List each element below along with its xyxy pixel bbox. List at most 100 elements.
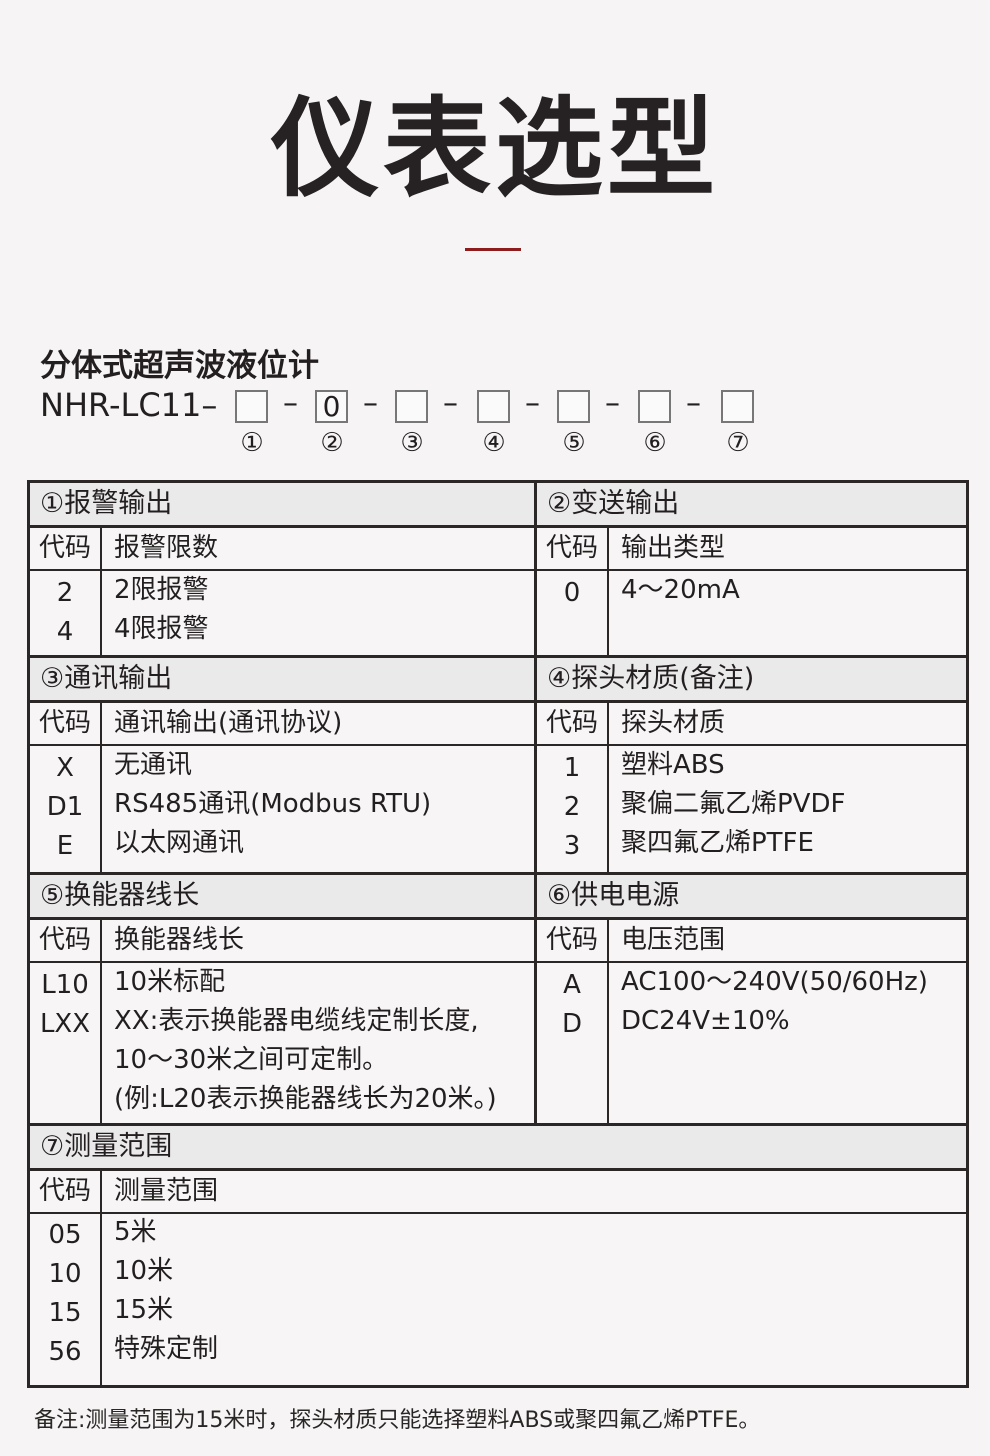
option-code: 10 [48, 1259, 82, 1289]
table-row-2: ③通讯输出 代码 通讯输出(通讯协议) X D1 E 无通讯 RS485通讯(Modbus R… [30, 658, 966, 875]
code-column-header: 代码 [537, 703, 609, 744]
section-body: L10 LXX 10米标配 XX:表示换能器电缆线定制长度, 10～30米之间可定制。 (… [30, 963, 534, 1123]
option-code: 56 [48, 1337, 82, 1367]
model-code-box [557, 390, 590, 423]
section-6: ⑥供电电源 代码 电压范围 A D AC100～240V(50/60Hz) DC24V±10… [537, 875, 966, 1123]
code-column-header: 代码 [537, 920, 609, 961]
table-row-4: ⑦测量范围 代码 测量范围 05 10 15 56 5米 10米 15米 特殊定制 [30, 1126, 966, 1388]
option-description: AC100～240V(50/60Hz) [621, 967, 928, 997]
option-code: D1 [46, 792, 84, 822]
option-code: D [561, 1009, 583, 1039]
model-dash: – [525, 386, 540, 421]
option-code: 0 [563, 578, 581, 608]
option-description: 4限报警 [114, 614, 209, 644]
model-position-number: ② [320, 428, 344, 458]
description-column-header: 测量范围 [114, 1176, 219, 1206]
title-divider [465, 248, 521, 251]
option-description: 特殊定制 [114, 1334, 219, 1364]
model-code-box [638, 390, 671, 423]
option-description: 10～30米之间可定制。 [114, 1045, 389, 1075]
option-description: 聚偏二氟乙烯PVDF [621, 789, 846, 819]
option-code: A [563, 970, 581, 1000]
model-prefix: NHR-LC11– [40, 386, 218, 424]
column-header: 代码 测量范围 [30, 1171, 966, 1214]
option-code: 15 [48, 1298, 82, 1328]
model-dash: – [363, 386, 378, 421]
model-position-number: ③ [400, 428, 424, 458]
description-column-header: 通讯输出(通讯协议) [114, 708, 343, 738]
section-body: 05 10 15 56 5米 10米 15米 特殊定制 [30, 1213, 966, 1388]
option-description: XX:表示换能器电缆线定制长度, [114, 1006, 479, 1036]
section-title: ②变送输出 [537, 483, 966, 528]
option-code: 3 [563, 831, 581, 861]
code-column: 05 10 15 56 [30, 1213, 102, 1388]
model-position-number: ⑤ [562, 428, 586, 458]
model-position-number: ⑥ [643, 428, 667, 458]
model-dash: – [605, 386, 620, 421]
section-body: A D AC100～240V(50/60Hz) DC24V±10% [537, 963, 966, 1123]
code-column: 0 [537, 571, 609, 655]
model-position-number: ① [240, 428, 264, 458]
column-header: 代码 通讯输出(通讯协议) [30, 703, 534, 746]
code-column-header: 代码 [30, 1171, 102, 1212]
option-description: 5米 [114, 1217, 157, 1247]
description-column: AC100～240V(50/60Hz) DC24V±10% [609, 963, 928, 1123]
section-title: ④探头材质(备注) [537, 658, 966, 703]
description-column: 2限报警 4限报警 [102, 571, 209, 655]
selection-table: ①报警输出 代码 报警限数 2 4 2限报警 4限报警 ②变送输出 代码 输出类型 0 4～20mA … [27, 480, 969, 1388]
option-description: 2限报警 [114, 575, 209, 605]
section-body: 2 4 2限报警 4限报警 [30, 571, 534, 655]
option-description: 以太网通讯 [114, 828, 245, 858]
model-code-box: 0 [315, 390, 348, 423]
model-dash: – [686, 386, 701, 421]
section-3: ③通讯输出 代码 通讯输出(通讯协议) X D1 E 无通讯 RS485通讯(Modbus R… [30, 658, 537, 872]
model-position-number: ④ [482, 428, 506, 458]
description-column-header: 换能器线长 [114, 925, 245, 955]
code-column: 1 2 3 [537, 746, 609, 872]
section-body: 0 4～20mA [537, 571, 966, 655]
code-column: L10 LXX [30, 963, 102, 1123]
option-code: X [56, 753, 74, 783]
section-body: 1 2 3 塑料ABS 聚偏二氟乙烯PVDF 聚四氟乙烯PTFE [537, 746, 966, 872]
description-column-header: 输出类型 [621, 533, 726, 563]
column-header: 代码 电压范围 [537, 920, 966, 963]
option-code: LXX [39, 1009, 91, 1039]
option-description: RS485通讯(Modbus RTU) [114, 789, 432, 819]
section-title: ⑥供电电源 [537, 875, 966, 920]
description-column: 4～20mA [609, 571, 740, 655]
code-column-header: 代码 [30, 920, 102, 961]
option-description: 15米 [114, 1295, 174, 1325]
code-column-header: 代码 [30, 528, 102, 569]
option-code: 4 [56, 617, 74, 647]
description-column-header: 电压范围 [621, 925, 726, 955]
description-column: 塑料ABS 聚偏二氟乙烯PVDF 聚四氟乙烯PTFE [609, 746, 845, 872]
section-body: X D1 E 无通讯 RS485通讯(Modbus RTU) 以太网通讯 [30, 746, 534, 872]
page-title: 仪表选型 [270, 87, 719, 212]
option-code [30, 1044, 100, 1083]
code-column-header: 代码 [30, 703, 102, 744]
column-header: 代码 输出类型 [537, 528, 966, 571]
description-column-header: 报警限数 [114, 533, 219, 563]
column-header: 代码 报警限数 [30, 528, 534, 571]
section-title: ⑦测量范围 [30, 1126, 966, 1171]
option-code: 2 [56, 578, 74, 608]
option-description: 无通讯 [114, 750, 193, 780]
option-code: E [56, 831, 74, 861]
option-code: L10 [41, 970, 89, 1000]
description-column: 无通讯 RS485通讯(Modbus RTU) 以太网通讯 [102, 746, 431, 872]
section-title: ⑤换能器线长 [30, 875, 534, 920]
description-column: 10米标配 XX:表示换能器电缆线定制长度, 10～30米之间可定制。 (例:L20表… [102, 963, 497, 1123]
description-column-header: 探头材质 [621, 708, 726, 738]
section-title: ①报警输出 [30, 483, 534, 528]
option-description: 4～20mA [621, 575, 740, 605]
section-7: ⑦测量范围 代码 测量范围 05 10 15 56 5米 10米 15米 特殊定制 [30, 1126, 966, 1388]
code-column: X D1 E [30, 746, 102, 872]
model-code-box [477, 390, 510, 423]
option-description: 聚四氟乙烯PTFE [621, 828, 814, 858]
section-4: ④探头材质(备注) 代码 探头材质 1 2 3 塑料ABS 聚偏二氟乙烯PVDF 聚四氟乙烯PT… [537, 658, 966, 872]
column-header: 代码 探头材质 [537, 703, 966, 746]
option-description: 塑料ABS [621, 750, 725, 780]
model-code-box [235, 390, 268, 423]
model-position-number: ⑦ [726, 428, 750, 458]
